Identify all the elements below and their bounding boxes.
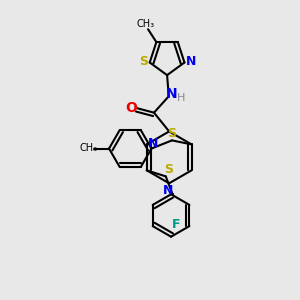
Text: O: O (125, 100, 137, 115)
Text: S: S (139, 56, 148, 68)
Text: N: N (165, 87, 177, 101)
Text: CH₃: CH₃ (80, 143, 98, 153)
Text: H: H (177, 93, 185, 103)
Text: N: N (186, 56, 196, 68)
Text: N: N (164, 184, 174, 196)
Text: F: F (172, 218, 181, 231)
Text: CH₃: CH₃ (136, 19, 155, 29)
Text: S: S (167, 128, 176, 140)
Text: N: N (148, 137, 158, 150)
Text: S: S (164, 164, 173, 176)
